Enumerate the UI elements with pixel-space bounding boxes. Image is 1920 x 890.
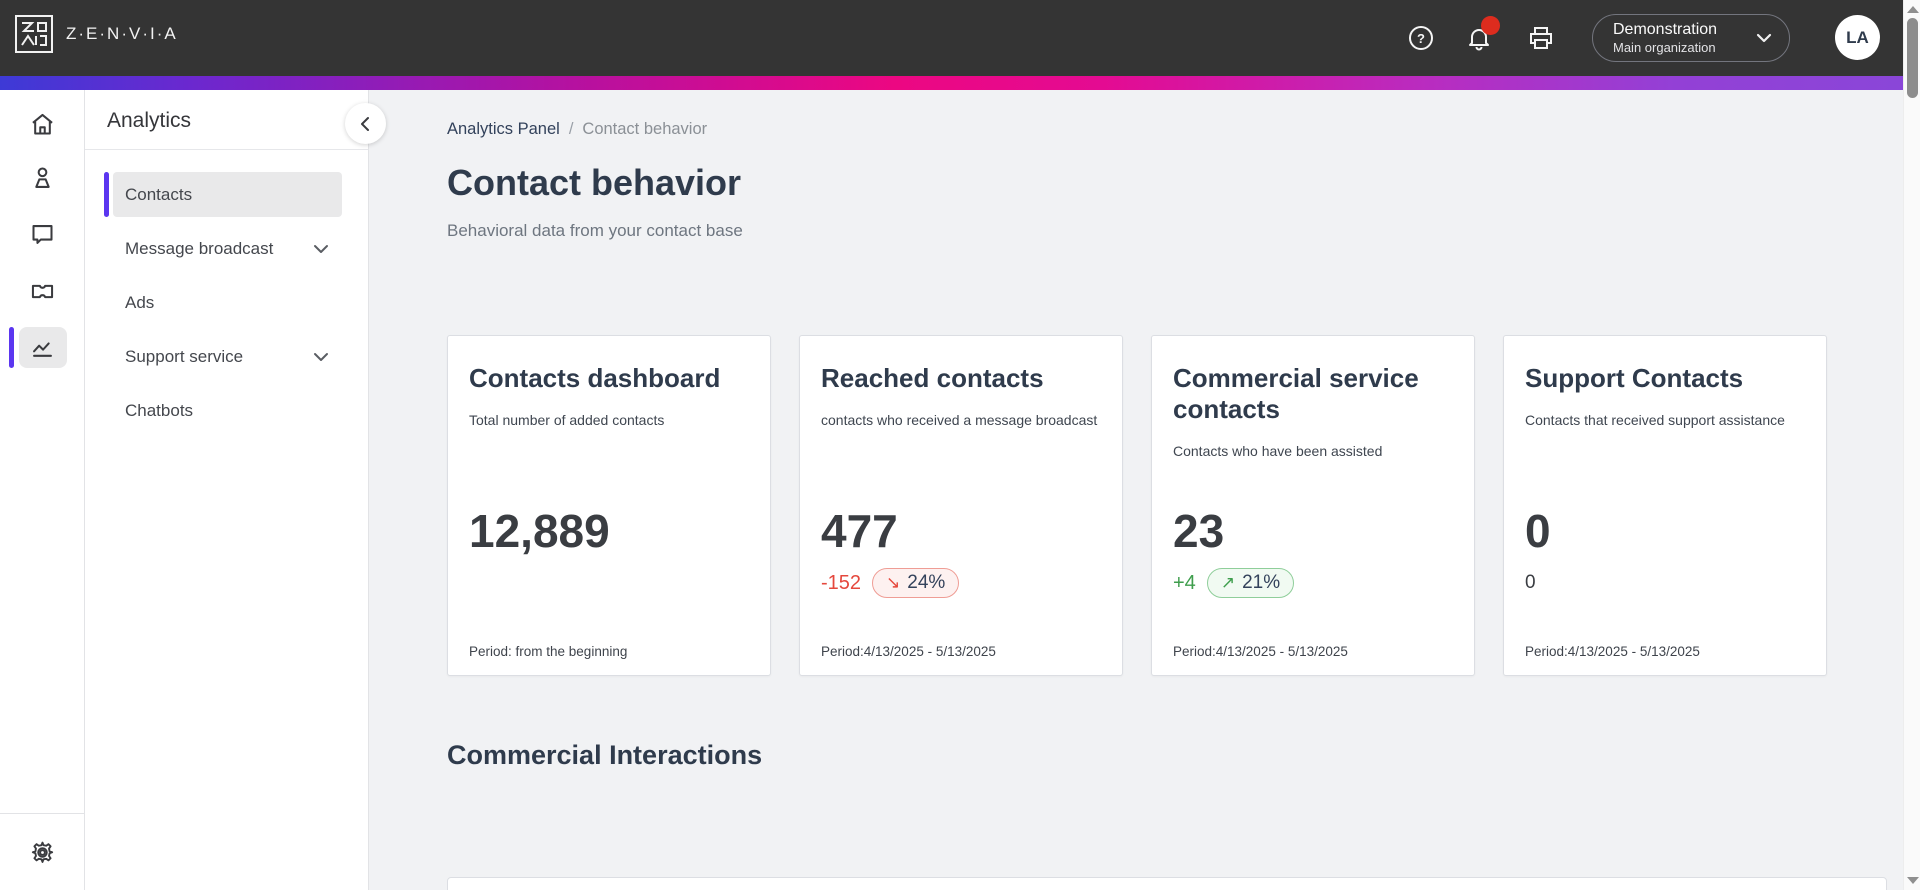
sidebar-item-home[interactable] [0, 102, 85, 146]
menu-item-ads[interactable]: Ads [113, 280, 342, 325]
notification-badge-dot [1481, 16, 1500, 35]
delta-value: +4 [1173, 571, 1196, 594]
avatar[interactable]: LA [1835, 15, 1880, 60]
delta-value: 0 [1525, 572, 1536, 593]
organization-name: Demonstration [1613, 20, 1718, 38]
commercial-interactions-card-top [447, 877, 1887, 890]
card-description: Contacts that received support assistanc… [1525, 412, 1785, 428]
breadcrumb-analytics-panel[interactable]: Analytics Panel [447, 120, 560, 138]
page-scrollbar[interactable] [1903, 0, 1920, 890]
card-period: Period:4/13/2025 - 5/13/2025 [1525, 644, 1700, 659]
card-description: contacts who received a message broadcas… [821, 412, 1098, 428]
svg-text:?: ? [1417, 31, 1425, 46]
sidebar-item-analytics[interactable] [0, 326, 85, 370]
gear-icon [31, 841, 54, 863]
active-rail-indicator [9, 327, 14, 368]
brand-wordmark: Z·E·N·V·I·A [66, 24, 178, 43]
card-delta-row: +4 ↗ 21% [1173, 568, 1295, 598]
chart-icon [33, 341, 52, 357]
menu-item-label: Chatbots [125, 400, 194, 420]
panel-menu: Contacts Message broadcast Ads Support s… [85, 172, 368, 442]
section-title-commercial-interactions: Commercial Interactions [447, 740, 763, 770]
card-description: Contacts who have been assisted [1173, 443, 1383, 459]
analytics-panel: Analytics Contacts Message broadcast Ads [85, 90, 386, 890]
kpi-cards-row: Contacts dashboard Total number of added… [447, 335, 1827, 676]
brand-gradient-bar [0, 76, 1903, 90]
menu-item-label: Ads [125, 292, 155, 312]
page-subtitle: Behavioral data from your contact base [447, 221, 743, 240]
menu-item-label: Contacts [125, 184, 193, 204]
panel-title: Analytics [107, 109, 192, 132]
sidebar-item-conversations[interactable] [0, 212, 85, 256]
zenvia-logo-icon [15, 15, 53, 53]
scrollbar-up-arrow[interactable] [1907, 6, 1919, 13]
card-description: Total number of added contacts [469, 412, 665, 428]
sidebar-item-settings[interactable] [0, 830, 85, 874]
chevron-left-icon [360, 116, 369, 131]
organization-selector[interactable]: Demonstration Main organization [1592, 14, 1790, 62]
printer-icon[interactable] [1528, 25, 1554, 51]
user-icon [35, 166, 50, 188]
menu-item-support-service[interactable]: Support service [113, 334, 342, 379]
rail-bottom-divider [0, 813, 85, 890]
sidebar-item-contacts[interactable] [0, 156, 85, 200]
ticket-icon [31, 284, 54, 298]
card-support-contacts: Support Contacts Contacts that received … [1503, 335, 1827, 676]
card-period: Period:4/13/2025 - 5/13/2025 [821, 644, 996, 659]
breadcrumb-current: Contact behavior [582, 120, 708, 138]
sidebar-item-campaigns[interactable] [0, 269, 85, 313]
card-title: Support Contacts [1525, 363, 1744, 393]
breadcrumb: Analytics Panel / Contact behavior [447, 120, 707, 139]
notifications-button[interactable] [1466, 16, 1500, 51]
card-contacts-dashboard: Contacts dashboard Total number of added… [447, 335, 771, 676]
card-title: Reached contacts [821, 363, 1044, 393]
panel-header: Analytics [85, 90, 368, 150]
scrollbar-thumb[interactable] [1907, 18, 1918, 98]
active-rail-highlight [19, 327, 67, 368]
card-value: 12,889 [469, 505, 610, 557]
menu-item-label: Message broadcast [125, 238, 274, 258]
card-period: Period: from the beginning [469, 644, 628, 659]
chevron-down-icon [314, 352, 328, 361]
card-title: Commercial service contacts [1173, 363, 1419, 424]
trend-percent: 21% [1242, 572, 1281, 593]
menu-item-label: Support service [125, 346, 244, 366]
card-title: Contacts dashboard [469, 363, 721, 393]
trend-badge-up: ↗ 21% [1206, 568, 1295, 598]
menu-item-chatbots[interactable]: Chatbots [113, 388, 342, 433]
card-commercial-service-contacts: Commercial service contacts Contacts who… [1151, 335, 1475, 676]
trend-down-arrow-icon: ↘ [886, 573, 901, 592]
card-value: 23 [1173, 505, 1225, 557]
home-icon [32, 113, 53, 135]
page-title: Contact behavior [447, 162, 742, 203]
topbar: Z·E·N·V·I·A ? Demonstration Main organiz… [0, 0, 1903, 76]
chevron-down-icon [1756, 33, 1772, 43]
chat-icon [32, 224, 53, 244]
trend-percent: 24% [907, 572, 946, 593]
card-value: 0 [1525, 505, 1551, 557]
card-reached-contacts: Reached contacts contacts who received a… [799, 335, 1123, 676]
icon-rail [0, 90, 85, 890]
card-delta-row: 0 [1525, 568, 1536, 598]
card-value: 477 [821, 505, 898, 557]
menu-item-message-broadcast[interactable]: Message broadcast [113, 226, 342, 271]
organization-type: Main organization [1613, 39, 1716, 55]
scrollbar-down-arrow[interactable] [1907, 877, 1919, 884]
card-period: Period:4/13/2025 - 5/13/2025 [1173, 644, 1348, 659]
brand: Z·E·N·V·I·A [14, 14, 178, 54]
help-icon[interactable]: ? [1408, 25, 1434, 51]
trend-badge-down: ↘ 24% [872, 568, 960, 598]
breadcrumb-separator: / [568, 120, 574, 138]
collapse-panel-button[interactable] [345, 103, 386, 144]
active-menu-indicator [104, 172, 109, 217]
delta-value: -152 [821, 571, 862, 594]
menu-item-contacts[interactable]: Contacts [104, 172, 342, 217]
organization-texts: Demonstration Main organization [1613, 20, 1753, 56]
avatar-initials: LA [1846, 27, 1869, 47]
main-content: Analytics Panel / Contact behavior Conta… [369, 90, 1903, 890]
trend-up-arrow-icon: ↗ [1220, 573, 1236, 592]
card-delta-row: -152 ↘ 24% [821, 568, 960, 598]
chevron-down-icon [314, 244, 328, 253]
